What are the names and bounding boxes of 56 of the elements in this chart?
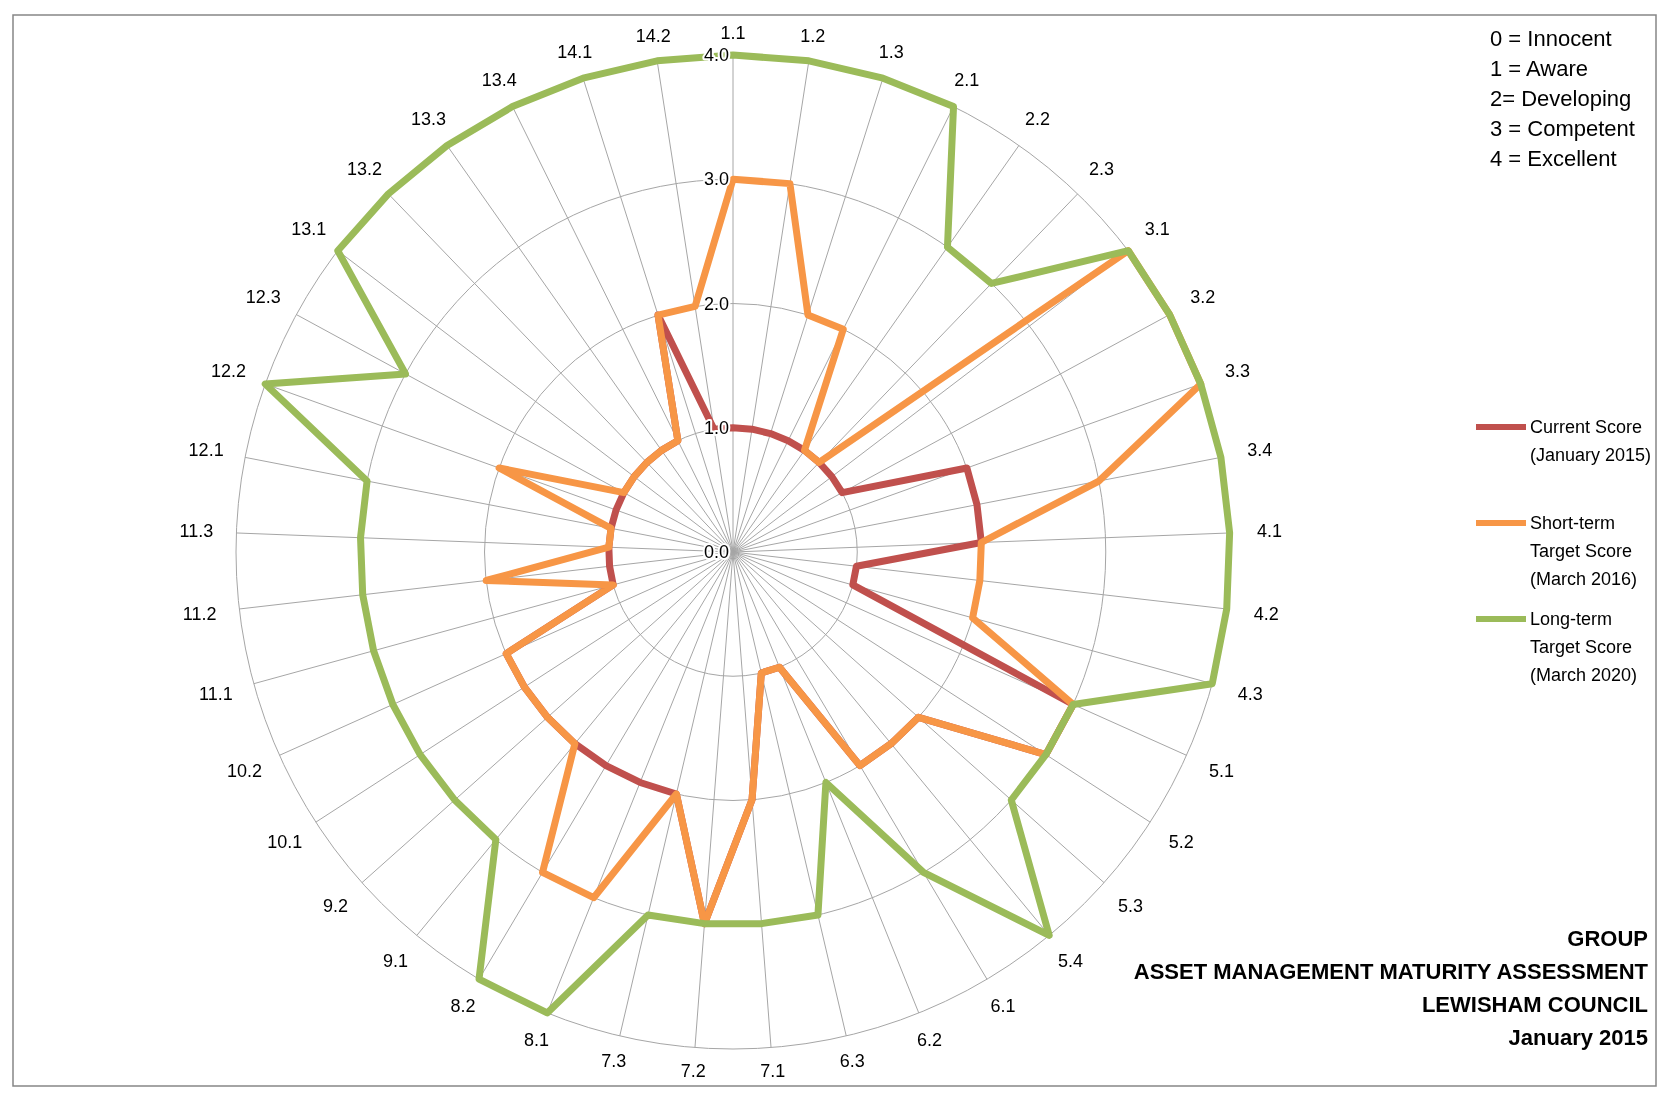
spoke-label: 8.1 (523, 1029, 549, 1050)
text: 0 = Innocent (1490, 26, 1612, 51)
spoke-label: 13.4 (481, 69, 517, 90)
spoke-label: 11.3 (179, 521, 214, 542)
y-tick-label: 2.0 (703, 293, 729, 314)
text: 2= Developing (1490, 86, 1632, 111)
spoke-label: 3.2 (1190, 286, 1216, 307)
spoke-label: 7.3 (601, 1051, 627, 1072)
y-tick-label: 0.0 (703, 542, 729, 562)
spoke-label: 9.2 (322, 896, 349, 917)
spoke-label: 5.3 (1117, 896, 1144, 917)
spoke-label: 5.1 (1209, 761, 1235, 782)
spoke-label: 4.2 (1253, 603, 1279, 624)
legend-label: Current Score (January 2015) (1530, 417, 1652, 465)
spoke-label: 1.2 (800, 26, 826, 47)
spoke-label: 6.2 (917, 1029, 943, 1050)
text: LEWISHAM COUNCIL (1421, 992, 1648, 1017)
spoke-label: 14.1 (557, 42, 593, 63)
spoke-label: 8.2 (450, 996, 476, 1017)
spoke-label: 10.1 (267, 832, 303, 853)
text: 4 = Excellent (1490, 146, 1617, 171)
text: GROUP (1567, 926, 1648, 951)
spoke-label: 14.2 (635, 26, 671, 47)
legend-label: Long-term Target Score (March 2020) (1530, 609, 1638, 685)
text: 1 = Aware (1490, 56, 1589, 81)
spoke-label: 1.3 (878, 42, 904, 63)
spoke-label: 13.2 (346, 159, 382, 180)
spoke-label: 3.3 (1224, 360, 1250, 381)
spoke-label: 4.3 (1237, 684, 1263, 705)
y-tick-label: 3.0 (703, 169, 729, 190)
text: 3 = Competent (1490, 116, 1635, 141)
spoke-label: 6.3 (839, 1051, 865, 1072)
text: January 2015 (1508, 1025, 1648, 1050)
legend-label: Short-term Target Score (March 2016) (1530, 513, 1638, 589)
spoke-label: 6.1 (990, 996, 1016, 1017)
spoke-label: 1.1 (720, 23, 746, 43)
spoke-label: 12.2 (211, 360, 247, 381)
spoke-label: 5.4 (1057, 951, 1084, 972)
spoke-label: 5.2 (1168, 832, 1194, 853)
spoke-label: 13.1 (291, 218, 327, 239)
spoke-label: 12.1 (188, 439, 224, 460)
spoke-label: 12.3 (245, 286, 281, 307)
spoke-label: 4.1 (1257, 521, 1283, 542)
spoke-label: 10.2 (226, 761, 262, 782)
spoke-label: 3.4 (1247, 439, 1273, 460)
text: ASSET MANAGEMENT MATURITY ASSESSMENT (1133, 959, 1649, 984)
spoke-label: 2.1 (954, 69, 980, 90)
spoke-label: 3.1 (1144, 218, 1170, 239)
spoke-label: 2.2 (1025, 109, 1051, 130)
spoke-label: 7.1 (760, 1060, 786, 1081)
spoke-label: 2.3 (1089, 159, 1115, 180)
spoke-label: 11.2 (182, 603, 217, 624)
spoke-label: 11.1 (198, 684, 233, 705)
spoke-label: 9.1 (382, 951, 409, 972)
spoke-label: 7.2 (680, 1060, 706, 1081)
spoke-label: 13.3 (410, 109, 446, 130)
